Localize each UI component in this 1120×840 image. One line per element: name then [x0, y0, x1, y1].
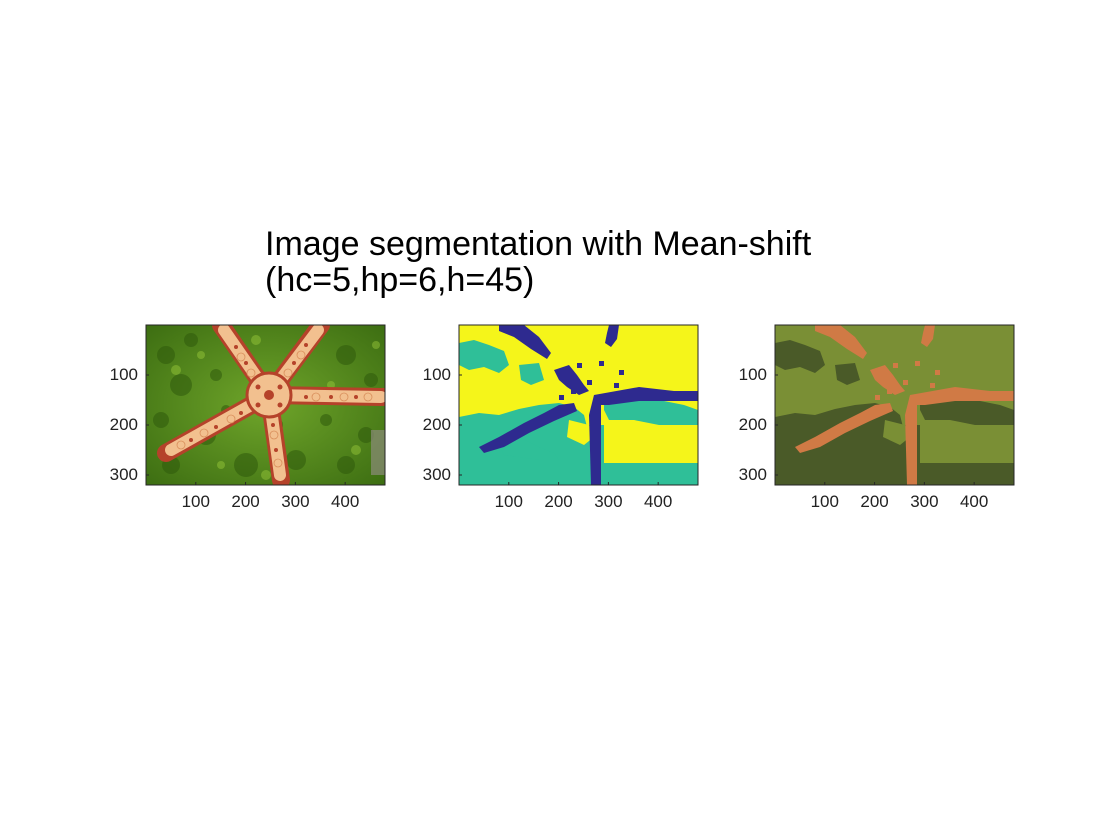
- region-c: [795, 325, 1014, 485]
- label-map-plot: [458, 324, 699, 486]
- original-image-plot: [145, 324, 386, 486]
- tick-marks: [459, 374, 659, 485]
- tick-marks: [146, 374, 346, 485]
- region-c-speckles: [875, 361, 940, 400]
- x-tick-label: 300: [594, 492, 623, 511]
- y-tick-label: 300: [738, 465, 767, 484]
- axes-frame: [458, 324, 699, 486]
- x-tick-label: 400: [959, 492, 989, 511]
- panel-label-map: 100 200 300 400 100 200 300: [423, 324, 699, 511]
- region-c: [479, 325, 698, 485]
- x-tick-label: 200: [860, 492, 889, 511]
- x-tick-label: 400: [330, 492, 360, 511]
- starfish: [157, 325, 385, 485]
- y-tick-label: 200: [109, 415, 138, 434]
- figure-title-line2: (hc=5,hp=6,h=45): [265, 261, 535, 299]
- region-b-fill: [883, 420, 1014, 463]
- x-tick-label: 300: [910, 492, 939, 511]
- mean-color-plot: [774, 324, 1015, 486]
- region-c-speckles: [559, 361, 624, 400]
- panel-original-image: 100 200 300 400 100 200 300: [110, 324, 386, 511]
- x-tick-label: 100: [494, 492, 523, 511]
- x-tick-label: 200: [544, 492, 573, 511]
- y-tick-label: 100: [109, 365, 138, 384]
- tick-marks: [775, 374, 975, 485]
- x-tick-label: 200: [231, 492, 260, 511]
- axes-frame: [145, 324, 386, 486]
- y-tick-label: 300: [422, 465, 451, 484]
- moss-highlights: [171, 335, 380, 480]
- axes-frame: [774, 324, 1015, 486]
- y-tick-label: 100: [422, 365, 451, 384]
- y-tick-label: 100: [738, 365, 767, 384]
- x-tick-label: 400: [643, 492, 673, 511]
- x-tick-label: 300: [281, 492, 310, 511]
- starfish-plates: [176, 350, 373, 468]
- starfish-spots: [189, 343, 358, 452]
- y-tick-label: 200: [422, 415, 451, 434]
- y-tick-label: 200: [738, 415, 767, 434]
- x-tick-label: 100: [181, 492, 210, 511]
- panel-mean-color-map: 100 200 300 400 100 200 300: [739, 324, 1015, 511]
- y-tick-label: 300: [109, 465, 138, 484]
- figure-title-line1: Image segmentation with Mean-shift: [265, 225, 812, 263]
- rock-patch: [371, 430, 385, 475]
- figure-title: Image segmentation with Mean-shift (hc=5…: [265, 226, 811, 298]
- x-tick-label: 100: [810, 492, 839, 511]
- region-b-fill: [567, 420, 698, 463]
